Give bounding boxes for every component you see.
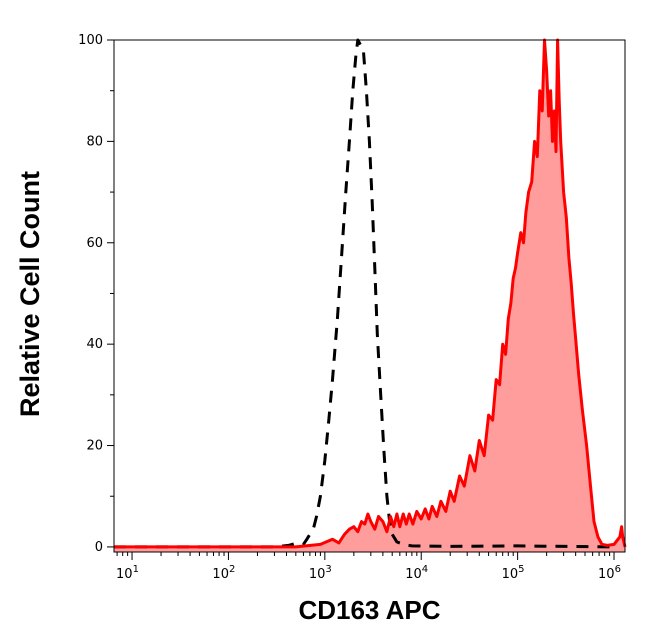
y-tick-label: 60 <box>86 236 103 251</box>
x-tick-label: 101 <box>116 564 139 582</box>
x-axis-title: CD163 APC <box>298 595 440 625</box>
y-axis-ticks: 0 20 40 60 80 100 <box>78 33 114 555</box>
plot-frame <box>113 39 626 553</box>
y-tick-label: 0 <box>95 540 103 555</box>
y-axis-title: Relative Cell Count <box>15 171 45 417</box>
x-tick-label: 102 <box>212 564 235 582</box>
series-1-area <box>114 40 625 552</box>
x-tick-label: 105 <box>502 564 525 582</box>
x-tick-label: 103 <box>309 564 332 582</box>
y-tick-label: 20 <box>86 439 103 454</box>
x-axis-ticks: 101 102 103 104 105 106 <box>116 552 621 582</box>
y-tick-label: 80 <box>86 134 103 149</box>
x-tick-label: 106 <box>598 564 621 582</box>
y-tick-label: 100 <box>78 33 103 48</box>
y-tick-label: 40 <box>86 337 103 352</box>
series-line-layer <box>114 38 627 549</box>
series-0-line <box>114 38 615 549</box>
x-tick-label: 104 <box>405 564 428 582</box>
series-fill-layer <box>114 40 625 552</box>
series-1-line <box>114 38 627 549</box>
